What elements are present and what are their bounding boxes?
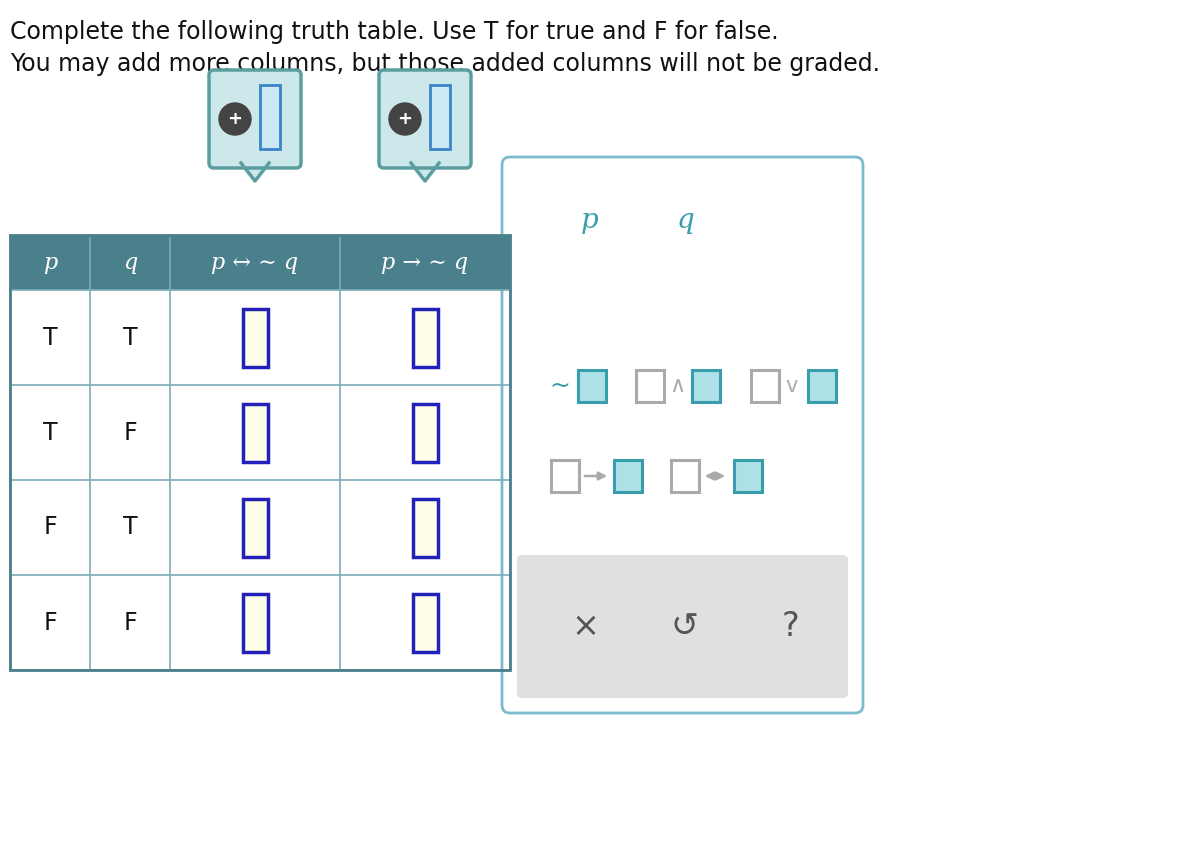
Bar <box>691 370 720 402</box>
Polygon shape <box>411 163 439 181</box>
Text: q: q <box>123 252 137 274</box>
Bar <box>578 370 606 402</box>
Circle shape <box>219 103 251 135</box>
FancyBboxPatch shape <box>502 157 863 713</box>
Text: F: F <box>123 420 137 444</box>
Bar <box>734 460 762 492</box>
Text: p: p <box>43 252 57 274</box>
Bar <box>807 370 836 402</box>
Text: q: q <box>676 206 694 234</box>
Text: p ↔ ∼ q: p ↔ ∼ q <box>212 252 298 274</box>
Bar <box>243 308 268 366</box>
Bar <box>671 460 699 492</box>
Text: F: F <box>43 610 57 634</box>
Text: T: T <box>43 325 57 349</box>
Text: ?: ? <box>781 610 799 643</box>
FancyBboxPatch shape <box>210 70 301 168</box>
Text: T: T <box>123 515 137 539</box>
Text: ∧: ∧ <box>669 376 686 396</box>
Bar <box>412 593 438 651</box>
Text: F: F <box>123 610 137 634</box>
Text: ×: × <box>571 610 599 643</box>
Bar <box>9 235 510 670</box>
Bar <box>551 460 579 492</box>
Text: p → ∼ q: p → ∼ q <box>381 252 469 274</box>
Text: You may add more columns, but those added columns will not be graded.: You may add more columns, but those adde… <box>9 52 880 76</box>
Bar <box>751 370 779 402</box>
Bar <box>243 403 268 461</box>
Text: v: v <box>786 376 798 396</box>
Bar <box>412 498 438 556</box>
Text: T: T <box>123 325 137 349</box>
Circle shape <box>390 103 422 135</box>
Bar <box>243 593 268 651</box>
Polygon shape <box>242 163 269 181</box>
FancyBboxPatch shape <box>379 70 471 168</box>
Bar <box>614 460 642 492</box>
Text: Complete the following truth table. Use T for true and F for false.: Complete the following truth table. Use … <box>9 20 779 44</box>
Text: +: + <box>227 110 243 128</box>
Text: +: + <box>398 110 412 128</box>
Bar <box>636 370 664 402</box>
FancyBboxPatch shape <box>517 555 848 698</box>
Text: F: F <box>43 515 57 539</box>
Text: ↺: ↺ <box>671 610 699 643</box>
Bar <box>412 308 438 366</box>
Text: T: T <box>43 420 57 444</box>
Bar <box>412 403 438 461</box>
Text: p: p <box>581 206 599 234</box>
Text: ~: ~ <box>549 374 571 398</box>
Bar <box>9 235 510 290</box>
Bar <box>430 85 450 149</box>
Bar <box>243 498 268 556</box>
Bar <box>260 85 279 149</box>
